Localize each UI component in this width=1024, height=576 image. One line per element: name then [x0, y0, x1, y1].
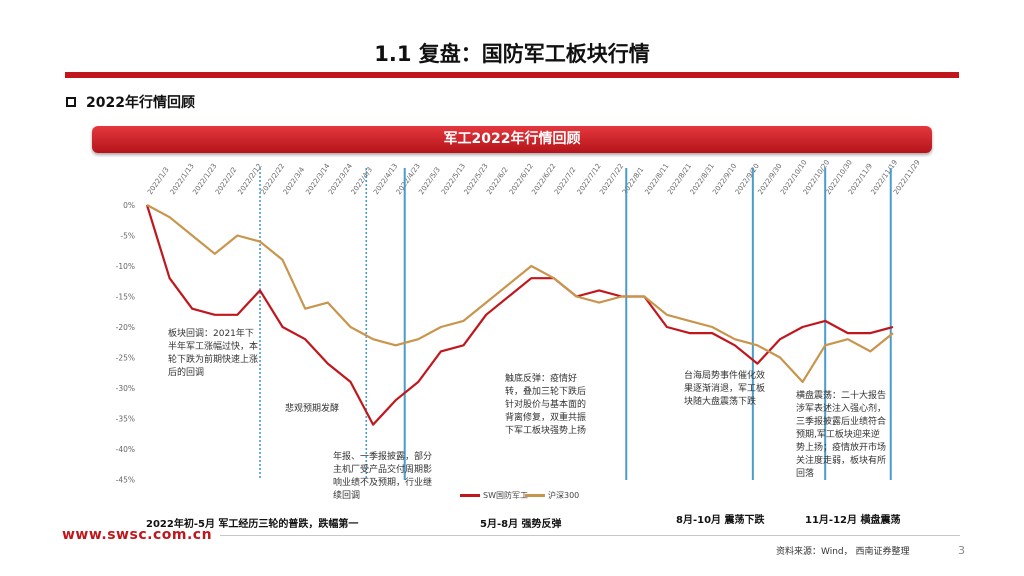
- y-tick-label: -15%: [116, 293, 135, 302]
- y-tick-label: -10%: [116, 262, 135, 271]
- title-rule: [65, 72, 959, 78]
- x-tick-label: 2022/3/4: [282, 165, 307, 196]
- legend-swatch-sw: [460, 494, 480, 497]
- legend-sw: SW国防军工: [460, 490, 528, 501]
- y-tick-label: -45%: [116, 476, 135, 485]
- phase-label-2: 5月-8月 强势反弹: [480, 519, 562, 530]
- series-line-hs300: [146, 204, 894, 383]
- phase-label-1: 2022年初-5月 军工经历三轮的普跌，跌幅第一: [146, 519, 359, 530]
- y-tick-label: -40%: [116, 445, 135, 454]
- page-number: 3: [958, 544, 965, 557]
- section-heading: 2022年行情回顾: [66, 92, 195, 112]
- legend-label-hs300: 沪深300: [548, 491, 580, 500]
- checkbox-bullet-icon: [66, 97, 76, 107]
- x-tick-label: 2022/4/3: [350, 166, 375, 196]
- y-tick-label: -25%: [116, 354, 135, 363]
- source-note: 资料来源：Wind， 西南证券整理: [776, 547, 910, 557]
- legend-label-sw: SW国防军工: [483, 491, 528, 500]
- footer-url[interactable]: www.swsc.com.cn: [62, 527, 213, 543]
- section-heading-text: 2022年行情回顾: [86, 95, 195, 111]
- x-tick-label: 2022/1/3: [146, 166, 171, 196]
- chart-banner: 军工2022年行情回顾: [92, 126, 932, 153]
- annotation-pessimism: 悲观预期发酵: [285, 404, 340, 414]
- y-tick-label: -30%: [116, 384, 135, 393]
- annotation-earnings: 年报、一季报披露，部分主机厂受产品交付周期影响业绩不及预期，行业继续回调: [333, 452, 433, 501]
- phase-label-4: 11月-12月 横盘震荡: [805, 515, 901, 526]
- annotation-rebound: 触底反弹：疫情好转，叠加三轮下跌后针对股价与基本面的背离修复，双重共振下军工板块…: [505, 374, 587, 436]
- x-tick-label: 2022/8/1: [621, 166, 646, 196]
- y-tick-label: 0%: [123, 201, 135, 210]
- slide-title: 1.1 复盘：国防军工板块行情: [374, 42, 650, 66]
- annotation-taiwan: 台海局势事件催化效果逐渐消退，军工板块随大盘震荡下跌: [684, 371, 766, 407]
- annotation-sideways: 横盘震荡：二十大报告涉军表述注入强心剂，三季报披露后业绩符合预期,军工板块迎来逆…: [796, 391, 887, 479]
- annotation-correction: 板块回调：2021年下半年军工涨幅过快，本轮下跌为前期快速上涨后的回调: [168, 329, 259, 378]
- legend-swatch-hs300: [525, 494, 545, 497]
- y-tick-label: -5%: [120, 232, 135, 241]
- phase-label-3: 8月-10月 震荡下跌: [676, 515, 765, 526]
- x-tick-label: 2022/7/2: [553, 166, 578, 196]
- footer-divider: [220, 535, 960, 536]
- y-tick-label: -20%: [116, 323, 135, 332]
- line-chart: 2022/1/32022/1/132022/1/232022/2/22022/2…: [116, 158, 922, 485]
- x-tick-label: 2022/5/3: [417, 166, 442, 196]
- x-tick-label: 2022/2/2: [214, 166, 239, 196]
- y-tick-label: -35%: [116, 415, 135, 424]
- x-tick-label: 2022/6/2: [485, 166, 510, 196]
- legend-hs300: 沪深300: [525, 490, 579, 501]
